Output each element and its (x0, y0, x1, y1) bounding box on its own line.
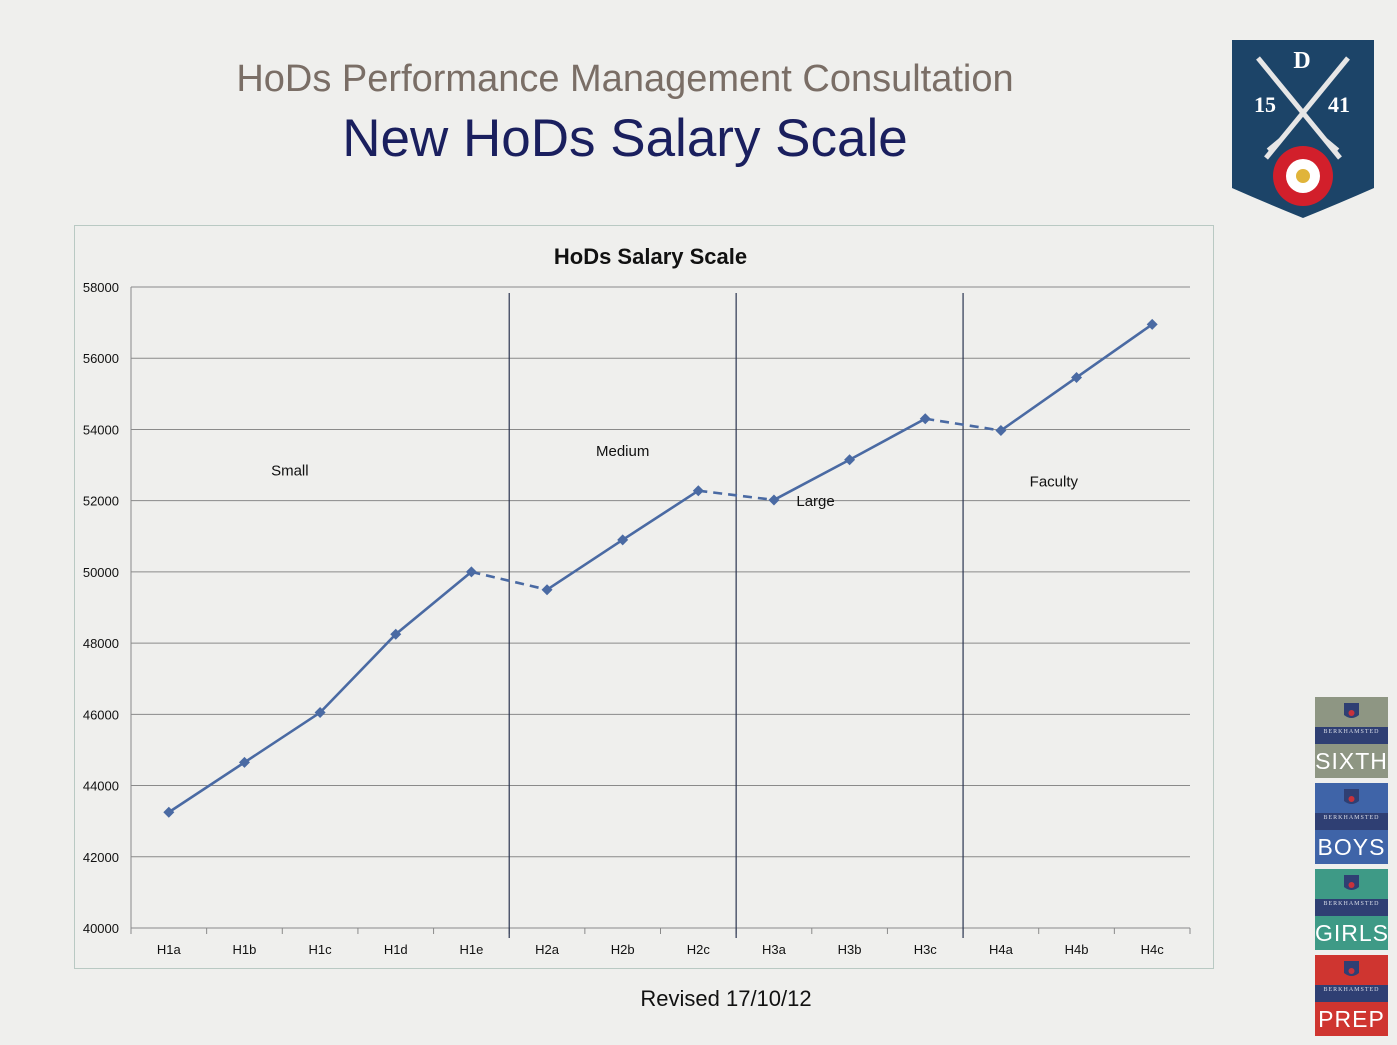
x-tick-label: H1c (309, 942, 333, 957)
logo-sixth: BERKHAMSTED SIXTH (1315, 697, 1388, 778)
x-tick-label: H4a (989, 942, 1014, 957)
x-tick-label: H2b (611, 942, 635, 957)
crest-shield-icon (1232, 40, 1374, 218)
chart-frame: HoDs Salary Scale 40000 42000 44000 46000 480… (74, 225, 1214, 969)
shield-icon (1344, 875, 1359, 890)
y-tick-label: 52000 (83, 494, 119, 509)
x-tick-label: H2c (687, 942, 711, 957)
data-point (1071, 371, 1083, 383)
data-point (919, 413, 931, 425)
x-tick-label: H1b (233, 942, 257, 957)
x-tick-label: H4c (1141, 942, 1165, 957)
logo-name: GIRLS (1315, 916, 1388, 950)
y-tick-label: 50000 (83, 565, 119, 580)
series-line (471, 570, 548, 591)
data-point (541, 584, 553, 596)
x-tick-label: H3b (838, 942, 862, 957)
x-tick-label: H2a (535, 942, 560, 957)
data-point (314, 707, 326, 719)
slide-heading: HoDs Performance Management Consultation (236, 58, 1014, 100)
y-tick-label: 56000 (83, 351, 119, 366)
logo-girls: BERKHAMSTED GIRLS (1315, 869, 1388, 950)
x-tick-label: H4b (1065, 942, 1089, 957)
data-point (844, 454, 856, 466)
x-tick-label: H1d (384, 942, 408, 957)
logo-name: BOYS (1315, 830, 1388, 864)
data-point (995, 425, 1007, 437)
series-line (698, 489, 775, 502)
group-label: Large (796, 493, 834, 510)
group-label: Small (271, 463, 309, 480)
logo-school-name: BERKHAMSTED (1323, 729, 1380, 735)
series-line (168, 570, 473, 814)
shield-icon (1344, 961, 1359, 976)
logo-name: SIXTH (1315, 744, 1388, 778)
tudor-rose-icon (1273, 146, 1333, 206)
logo-school-name: BERKHAMSTED (1323, 987, 1380, 993)
data-point (238, 756, 250, 768)
logo-boys: BERKHAMSTED BOYS (1315, 783, 1388, 864)
logo-prep: BERKHAMSTED PREP (1315, 955, 1388, 1036)
crest-logo: D 15 41 (1232, 40, 1374, 218)
salary-chart: HoDs Salary Scale 40000 42000 44000 46000 480… (83, 244, 1191, 957)
shield-icon (1344, 789, 1359, 804)
crest-year-left: 15 (1254, 92, 1276, 117)
data-point (163, 806, 175, 818)
revised-date: Revised 17/10/12 (640, 986, 812, 1011)
shield-icon (1344, 703, 1359, 718)
data-point (617, 534, 629, 546)
y-tick-label: 46000 (83, 707, 119, 722)
x-tick-label: H3a (762, 942, 787, 957)
chart-title: HoDs Salary Scale (554, 244, 747, 269)
data-point (465, 566, 477, 578)
school-logos: BERKHAMSTED SIXTH BERKHAMSTED BOYS BERKH… (1315, 697, 1388, 1041)
slide-title: New HoDs Salary Scale (342, 109, 908, 168)
logo-name: PREP (1315, 1002, 1388, 1036)
logo-school-name: BERKHAMSTED (1323, 901, 1380, 907)
y-tick-label: 42000 (83, 850, 119, 865)
y-tick-label: 58000 (83, 280, 119, 295)
data-point (768, 494, 780, 506)
x-tick-label: H3c (914, 942, 938, 957)
crest-letter: D (1293, 48, 1310, 74)
series-line (925, 417, 1002, 432)
data-point (1146, 318, 1158, 330)
data-point (692, 485, 704, 497)
x-tick-label: H1a (157, 942, 182, 957)
logo-school-name: BERKHAMSTED (1323, 815, 1380, 821)
y-tick-label: 54000 (83, 422, 119, 437)
y-tick-label: 48000 (83, 636, 119, 651)
x-tick-label: H1e (459, 942, 483, 957)
y-tick-label: 44000 (83, 779, 119, 794)
crest-year-right: 41 (1328, 92, 1350, 117)
group-label: Faculty (1030, 473, 1079, 490)
y-tick-label: 40000 (83, 921, 119, 936)
group-label: Medium (596, 443, 649, 460)
data-point (390, 628, 402, 640)
